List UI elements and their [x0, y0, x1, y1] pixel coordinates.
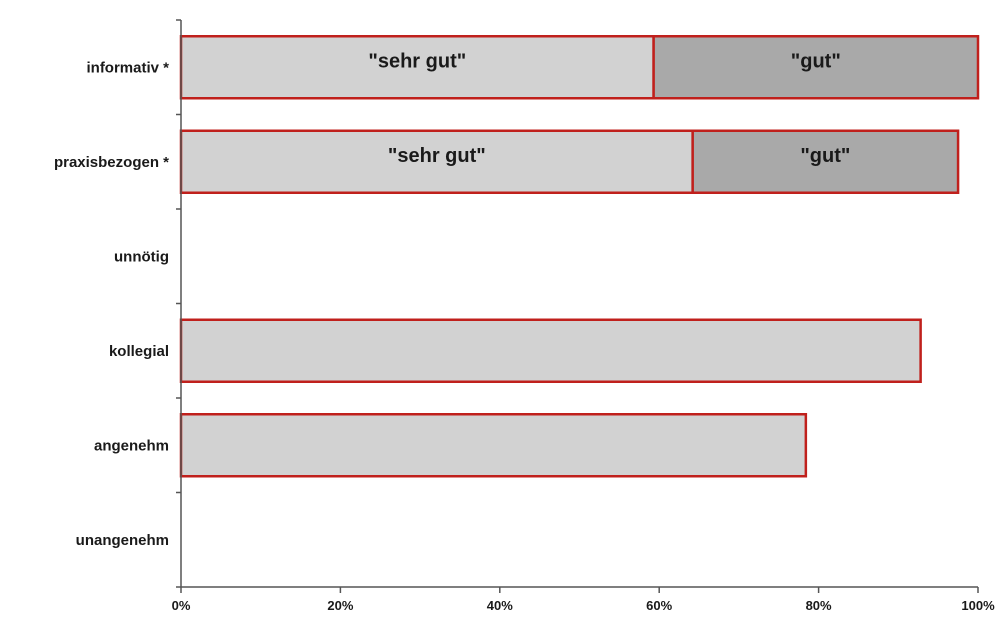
category-label: unangenehm [76, 532, 169, 549]
category-label: praxisbezogen * [54, 154, 169, 171]
x-tick-label: 60% [646, 598, 672, 613]
category-label: angenehm [94, 437, 169, 454]
bar-segment [691, 129, 960, 194]
bar-segment [179, 413, 808, 478]
bar-segment [179, 318, 922, 383]
bar-segment [652, 35, 980, 100]
bar-segment [179, 35, 655, 100]
x-tick-label: 80% [806, 598, 832, 613]
bar-segment [179, 129, 694, 194]
x-tick-label: 0% [172, 598, 191, 613]
x-tick-label: 40% [487, 598, 513, 613]
bar-segment-label: "gut" [800, 145, 850, 167]
bar-segment-label: "gut" [791, 50, 841, 72]
category-label: unnötig [114, 248, 169, 265]
x-tick-label: 100% [961, 598, 995, 613]
bar-segment-label: "sehr gut" [368, 50, 466, 72]
category-label: informativ * [86, 59, 169, 76]
x-tick-label: 20% [327, 598, 353, 613]
bar-segment-label: "sehr gut" [388, 145, 486, 167]
category-label: kollegial [109, 343, 169, 360]
